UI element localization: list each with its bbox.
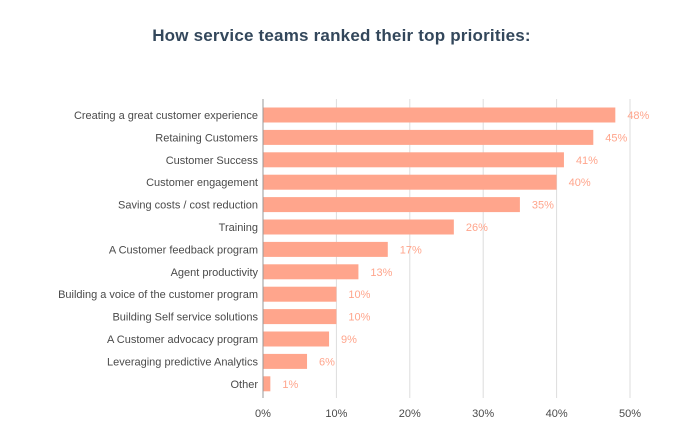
bar <box>263 174 557 190</box>
value-label: 1% <box>282 379 298 391</box>
value-label: 17% <box>400 244 422 256</box>
value-label: 48% <box>627 110 649 122</box>
value-labels: 48%45%41%40%35%26%17%13%10%10%9%6%1% <box>282 110 649 391</box>
x-tick-label: 30% <box>472 408 494 420</box>
category-label: Saving costs / cost reduction <box>118 200 258 212</box>
x-tick-label: 0% <box>255 408 271 420</box>
category-label: Retaining Customers <box>155 132 258 144</box>
value-label: 9% <box>341 334 357 346</box>
value-label: 26% <box>466 222 488 234</box>
bar <box>263 309 337 325</box>
bar <box>263 107 616 123</box>
category-labels: Creating a great customer experience Reta… <box>58 110 258 391</box>
category-label: A Customer advocacy program <box>107 334 258 346</box>
chart-title: How service teams ranked their top prior… <box>152 26 531 45</box>
category-label: Customer engagement <box>146 177 258 189</box>
category-label: Building a voice of the customer program <box>58 289 258 301</box>
value-label: 10% <box>348 312 370 324</box>
category-label: Training <box>219 222 258 234</box>
bar <box>263 197 520 213</box>
category-label: Customer Success <box>166 155 259 167</box>
bar <box>263 331 330 347</box>
value-label: 13% <box>370 267 392 279</box>
category-label: Agent productivity <box>171 267 259 279</box>
value-label: 40% <box>569 177 591 189</box>
value-label: 10% <box>348 289 370 301</box>
x-axis-ticks: 0% 10% 20% 30% 40% 50% <box>255 408 641 420</box>
value-label: 6% <box>319 356 335 368</box>
bar <box>263 129 594 145</box>
category-label: A Customer feedback program <box>109 244 258 256</box>
x-tick-label: 20% <box>399 408 421 420</box>
bar <box>263 152 564 168</box>
category-label: Building Self service solutions <box>112 312 258 324</box>
bar <box>263 353 308 369</box>
bar <box>263 219 454 235</box>
x-tick-label: 50% <box>619 408 641 420</box>
bar <box>263 286 337 302</box>
bar <box>263 241 388 257</box>
category-label: Leveraging predictive Analytics <box>107 356 259 368</box>
x-tick-label: 40% <box>546 408 568 420</box>
category-label: Other <box>230 379 258 391</box>
bars <box>263 107 616 392</box>
value-label: 35% <box>532 200 554 212</box>
x-tick-label: 10% <box>325 408 347 420</box>
category-label: Creating a great customer experience <box>74 110 258 122</box>
value-label: 41% <box>576 155 598 167</box>
bar <box>263 376 271 392</box>
bar <box>263 264 359 280</box>
value-label: 45% <box>605 132 627 144</box>
